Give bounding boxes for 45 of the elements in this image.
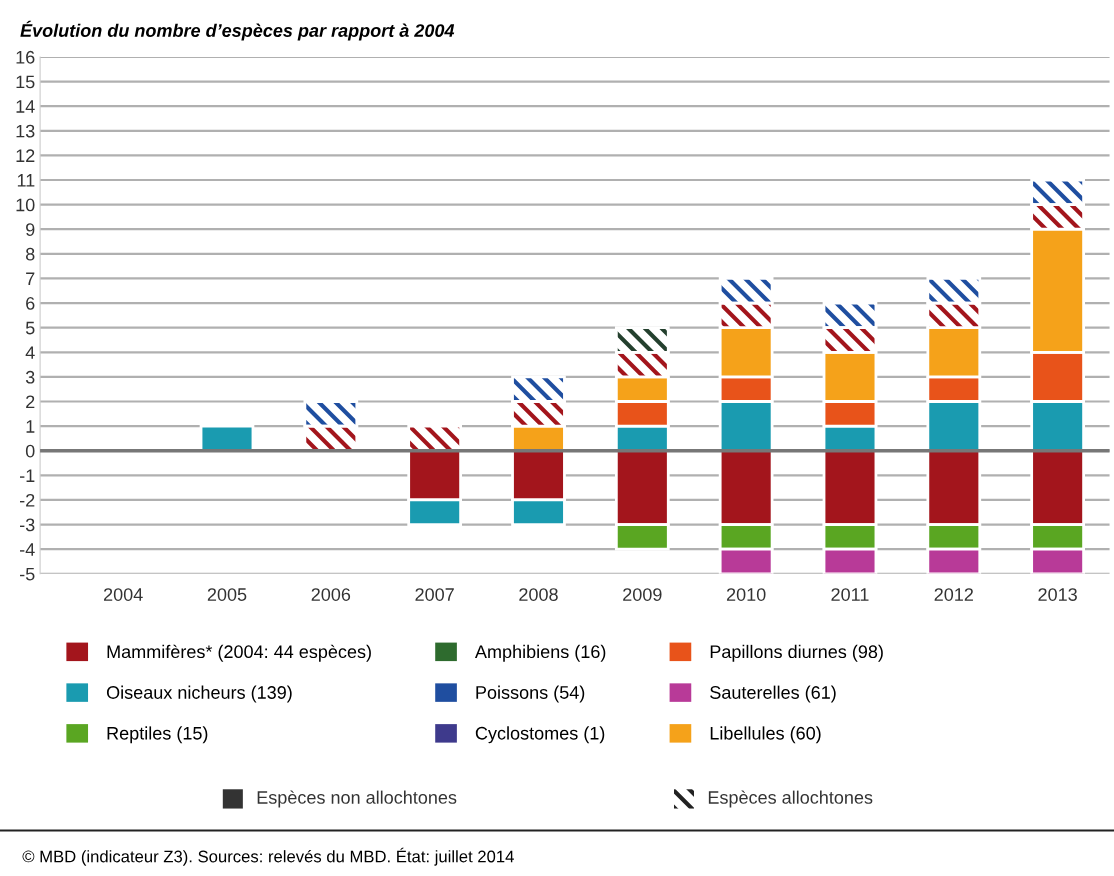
legend-label: Poissons (54): [476, 685, 585, 703]
x-tick-label: 2010: [726, 588, 766, 601]
text: Espèces non allochtones: [257, 790, 457, 808]
y-tick-label: 4: [25, 346, 35, 359]
y-tick-label: 1: [26, 420, 35, 433]
text: © MBD (indicateur Z3). Sources: relevés du MBD. État: juillet 2014: [22, 847, 514, 866]
x-tick-label: 2008: [519, 588, 558, 601]
y-tick-label: 2: [26, 395, 35, 409]
x-tick-label: 2011: [831, 588, 869, 601]
x-tick-label: 2004: [103, 588, 143, 601]
text: Espèces allochtones: [708, 790, 873, 808]
x-tick-label: 2006: [311, 588, 351, 601]
y-tick-label: 16: [16, 50, 35, 64]
y-tick-label: 12: [16, 149, 35, 162]
y-tick-label: 15: [16, 75, 35, 89]
legend-label: Amphibiens (16): [474, 644, 606, 662]
chart-title: Évolution du nombre d’espèces par rapport à 2004: [20, 20, 455, 41]
y-tick-label: -1: [19, 469, 35, 482]
y-tick-label: 14: [16, 100, 35, 113]
y-tick-label: 13: [16, 124, 35, 138]
legend-label: Cyclostomes (1): [475, 726, 605, 744]
y-tick-label: 5: [25, 321, 35, 335]
y-tick-label: -3: [19, 518, 35, 532]
legend-label: Mammifères* (2004: 44 espèces): [107, 644, 371, 662]
x-tick-label: 2012: [934, 588, 973, 601]
y-tick-label: 7: [26, 272, 35, 285]
y-tick-label: 10: [16, 198, 35, 212]
legend-label: Oiseaux nicheurs (139): [106, 685, 292, 703]
y-tick-label: -5: [19, 567, 35, 581]
x-tick-label: 2009: [623, 588, 662, 601]
y-tick-label: 8: [25, 247, 35, 261]
x-tick-label: 2007: [415, 588, 454, 601]
y-tick-label: 0: [25, 444, 35, 458]
legend-label: Sauterelles (61): [710, 685, 836, 703]
y-tick-label: 6: [26, 296, 35, 310]
legend-label: Papillons diurnes (98): [710, 644, 883, 662]
y-tick-label: -2: [19, 493, 35, 507]
x-tick-label: 2005: [207, 588, 247, 601]
y-tick-label: 11: [17, 174, 35, 187]
y-tick-label: -4: [19, 543, 35, 556]
legend-label: Reptiles (15): [107, 726, 208, 744]
y-tick-label: 3: [25, 370, 35, 384]
legend-label: Libellules (60): [710, 726, 821, 744]
y-tick-label: 9: [26, 223, 35, 236]
x-tick-label: 2013: [1038, 588, 1077, 601]
